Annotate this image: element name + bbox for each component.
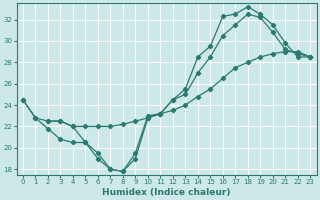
X-axis label: Humidex (Indice chaleur): Humidex (Indice chaleur): [102, 188, 231, 197]
